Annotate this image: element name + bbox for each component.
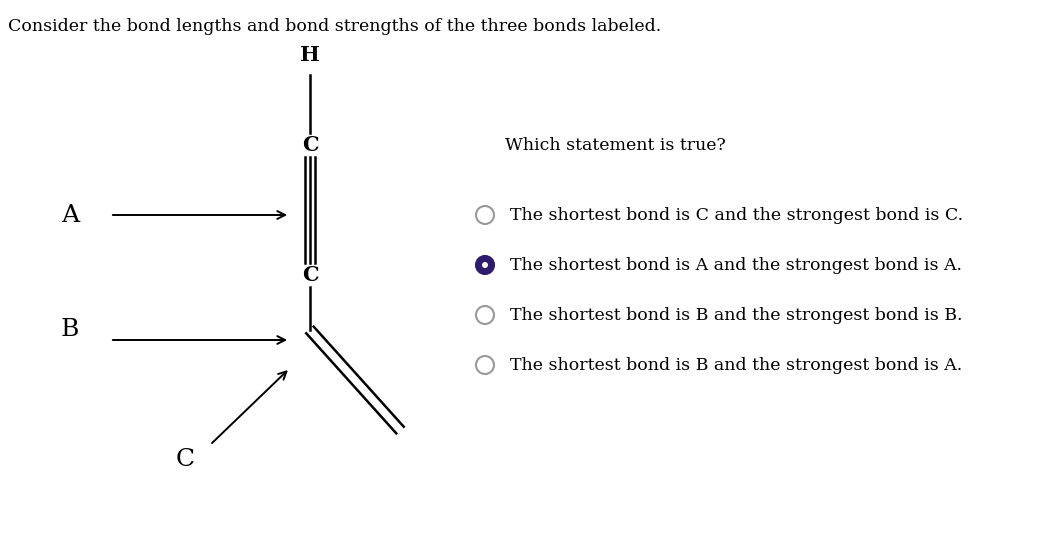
Text: Consider the bond lengths and bond strengths of the three bonds labeled.: Consider the bond lengths and bond stren… bbox=[8, 18, 662, 35]
Text: A: A bbox=[61, 204, 80, 226]
Circle shape bbox=[482, 262, 488, 268]
Text: C: C bbox=[176, 449, 195, 471]
Circle shape bbox=[476, 306, 494, 324]
Text: B: B bbox=[61, 319, 80, 342]
Text: C: C bbox=[302, 265, 318, 285]
Circle shape bbox=[476, 356, 494, 374]
Text: C: C bbox=[302, 135, 318, 155]
Text: The shortest bond is B and the strongest bond is A.: The shortest bond is B and the strongest… bbox=[510, 357, 962, 374]
Text: Which statement is true?: Which statement is true? bbox=[505, 136, 726, 154]
Text: The shortest bond is A and the strongest bond is A.: The shortest bond is A and the strongest… bbox=[510, 256, 962, 274]
Circle shape bbox=[476, 206, 494, 224]
Circle shape bbox=[476, 256, 494, 274]
Text: The shortest bond is B and the strongest bond is B.: The shortest bond is B and the strongest… bbox=[510, 306, 962, 324]
Text: H: H bbox=[300, 45, 320, 65]
Text: The shortest bond is C and the strongest bond is C.: The shortest bond is C and the strongest… bbox=[510, 206, 963, 224]
